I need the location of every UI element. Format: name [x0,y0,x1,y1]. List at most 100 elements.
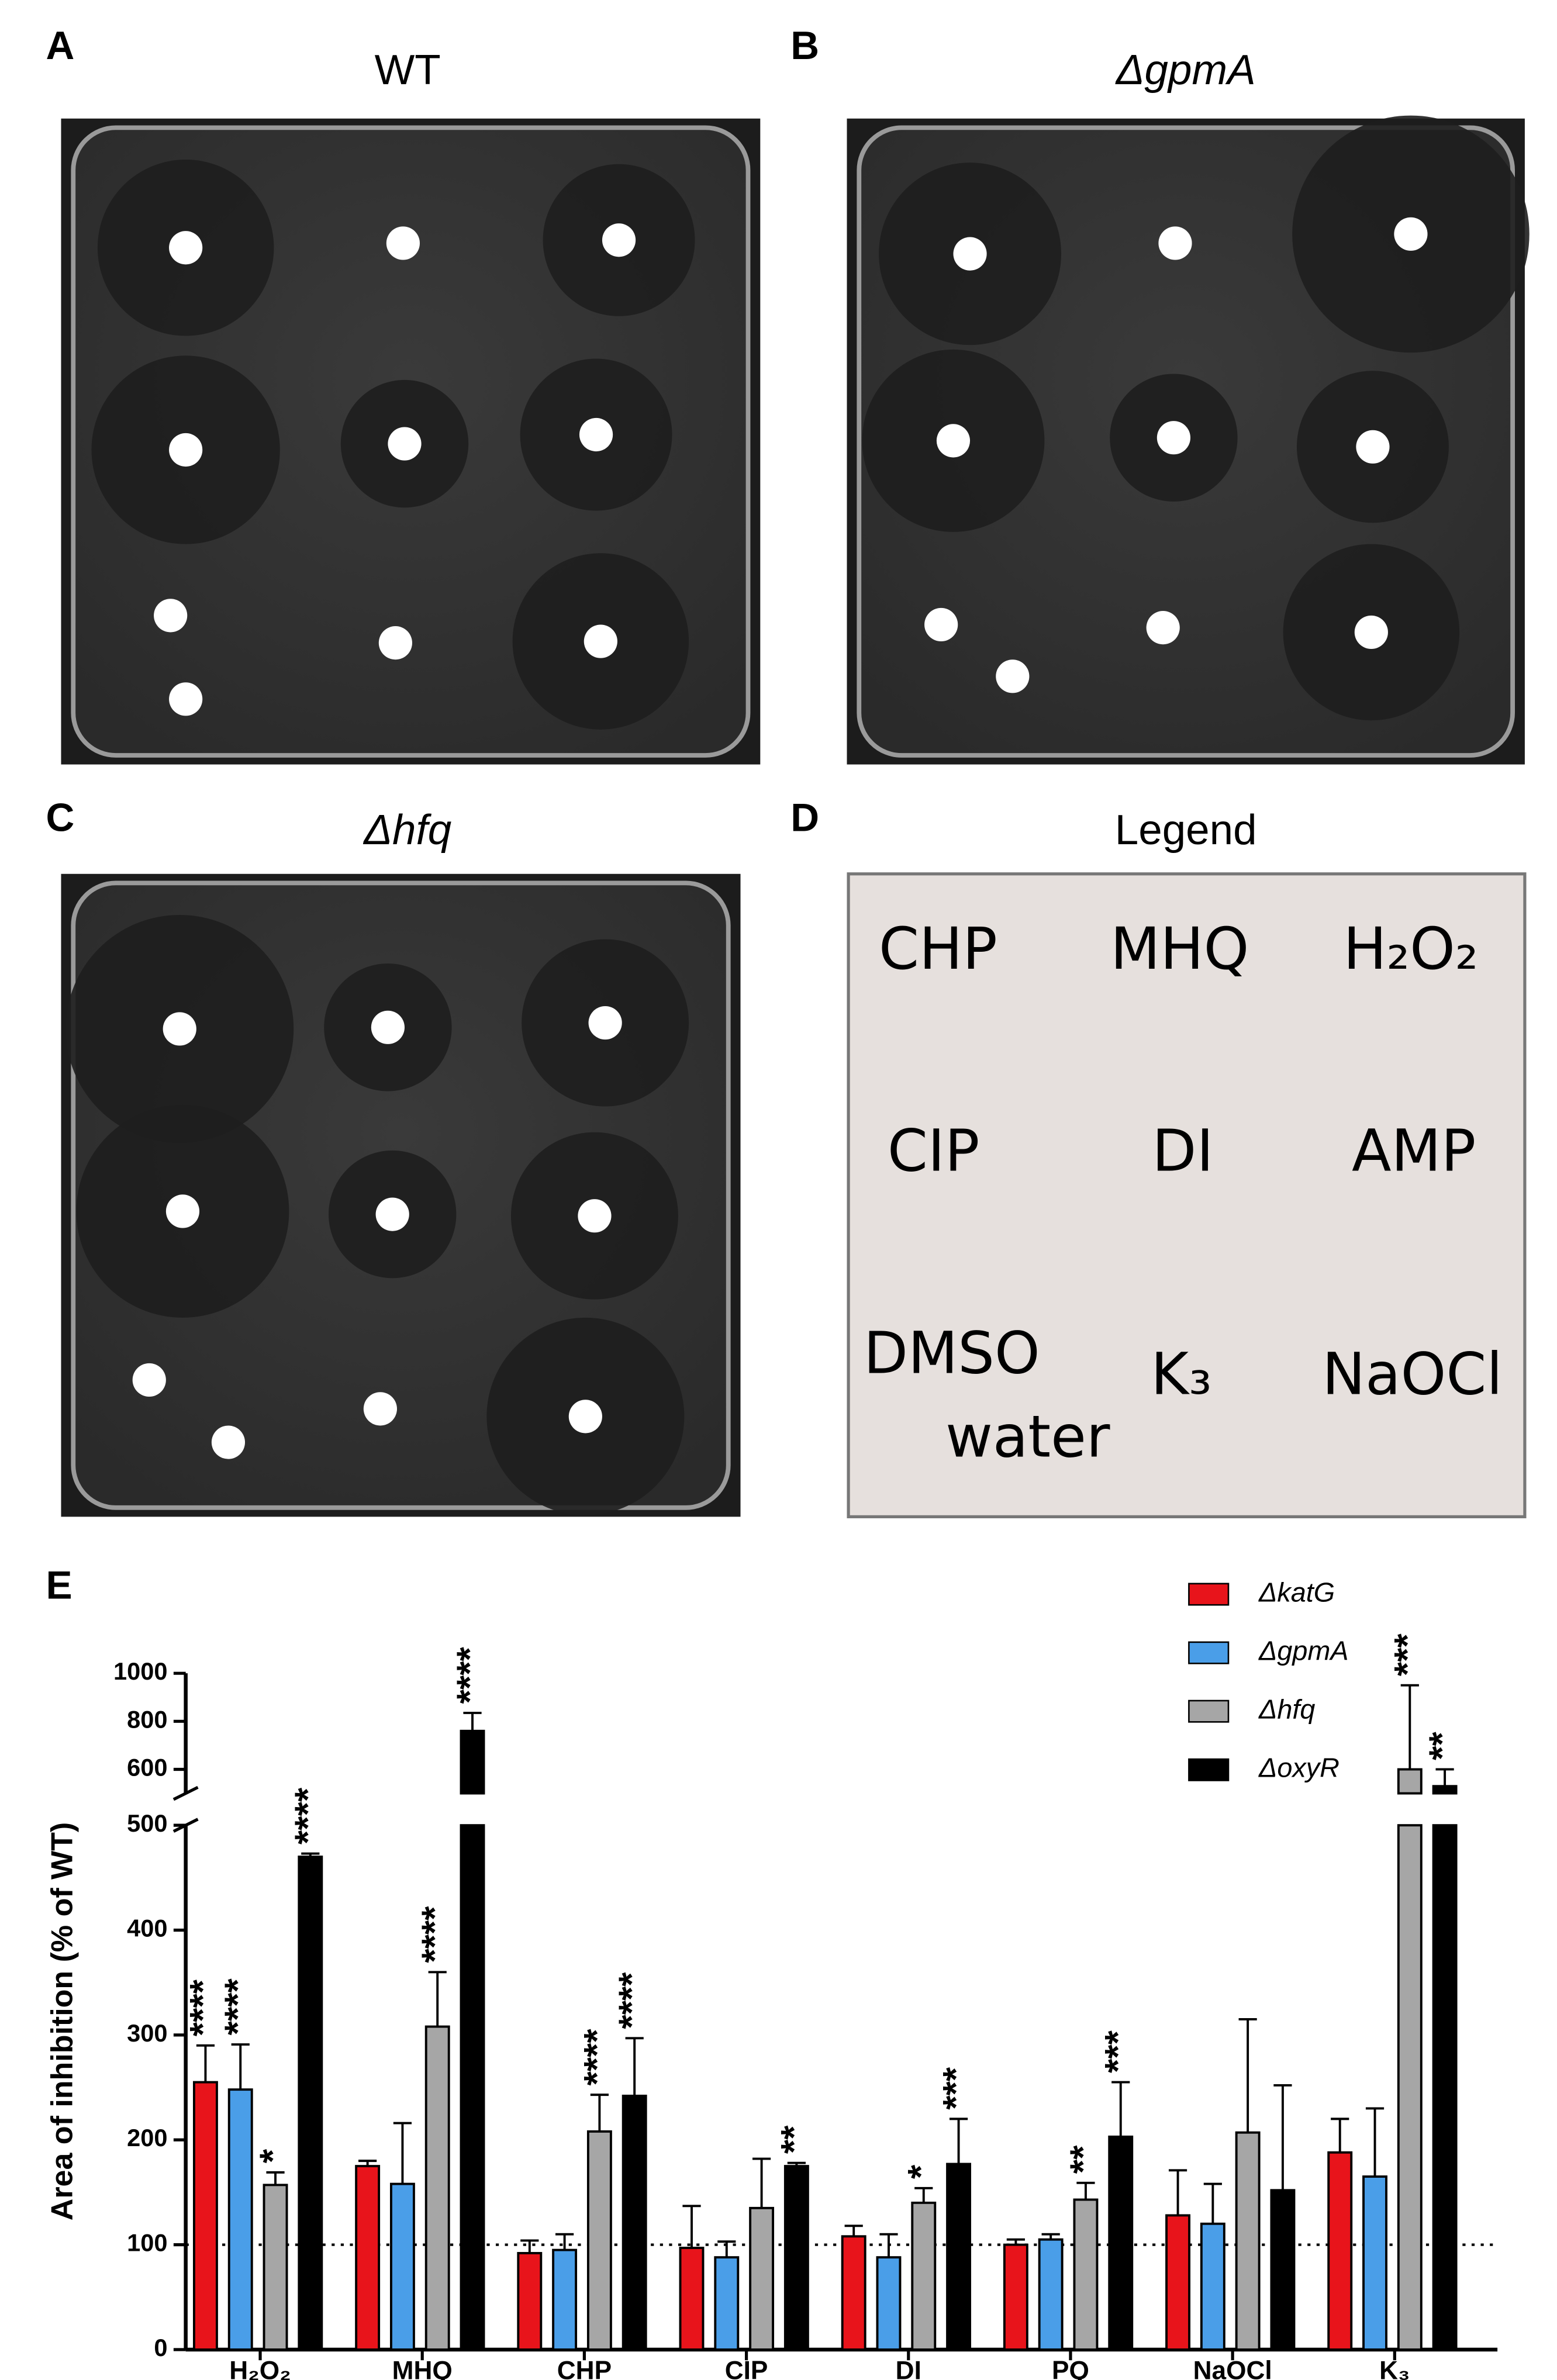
plate-label: MHQ [1110,916,1249,983]
y-tick-label: 1000 [113,1657,167,1685]
disk [1146,611,1180,645]
legend-swatch [1188,1758,1230,1781]
significance-label: ** [1423,1732,1463,1760]
plate-label: DMSO [864,1319,1040,1387]
disk [386,226,420,260]
bar [586,2130,612,2351]
panel-title: Legend [1115,806,1257,854]
bar [622,2094,647,2351]
x-tick-label: CHP [557,2357,612,2380]
bar [946,2163,972,2351]
plate-label: CIP [888,1118,980,1185]
significance-label: **** [612,1972,653,2029]
y-tick-label: 500 [127,1809,167,1837]
significance-label: * [901,2164,941,2179]
disk [584,624,617,658]
bar [1432,1824,1458,2351]
plates [61,115,1530,1517]
disk [1356,430,1390,464]
disk [953,237,987,271]
legend-swatch [1188,1641,1230,1664]
disk [936,424,971,458]
bar [227,2088,253,2351]
bar [1038,2238,1064,2351]
bar [1073,2198,1099,2351]
disk [169,433,203,467]
disk [1394,217,1428,251]
plate-label: water [945,1403,1110,1470]
significance-label: **** [288,1787,328,1844]
x-tick-label: DI [896,2357,921,2380]
disk [579,417,613,452]
legend-swatch [1188,1583,1230,1606]
panel-letter: A [46,24,74,68]
panel-title: Δhfq [363,806,451,854]
panel-letter: B [790,24,819,68]
x-tick-label: CIP [725,2357,768,2380]
disk [924,607,958,642]
panel-title: ΔgpmA [1115,46,1256,94]
disk [1156,421,1190,455]
bar [749,2206,775,2351]
bar [1165,2214,1190,2351]
significance-label: ** [774,2125,814,2154]
x-tick-label: NaOCl [1193,2357,1272,2380]
disk [211,1425,246,1459]
significance-label: *** [1098,2030,1138,2073]
plate-label: DI [1152,1118,1213,1185]
disk [169,682,203,716]
y-tick-label: 100 [127,2229,167,2257]
bar [876,2256,902,2351]
bar [679,2247,705,2351]
bar [1270,2189,1296,2351]
disk [588,1006,622,1040]
y-tick-label: 0 [154,2334,167,2361]
disk [1158,226,1192,260]
bar [1397,1824,1423,2351]
bar [424,2025,450,2351]
y-axis-label: Area of inhibition (% of WT) [45,1822,79,2220]
panel-letter: E [46,1563,72,1607]
significance-label: **** [183,1979,223,2036]
bar [1327,2151,1353,2351]
bar [355,2165,381,2351]
y-tick-label: 600 [127,1753,167,1781]
disk [375,1197,409,1231]
plate-label: H₂O₂ [1343,916,1478,983]
bar [263,2184,288,2351]
bar [911,2201,937,2351]
disk [602,223,636,257]
plate-label: NaOCl [1322,1341,1503,1408]
disk [371,1010,405,1044]
significance-label: **** [450,1647,490,1704]
bar [1432,1785,1458,1795]
bar [783,2165,809,2351]
legend-label: ΔoxyR [1258,1753,1339,1783]
bar [389,2182,415,2351]
legend-box [847,872,1527,1519]
bar [1200,2222,1225,2351]
bar [1108,2135,1134,2351]
disk [568,1400,602,1433]
disk [165,1194,200,1228]
axis-break [172,1785,199,1801]
significance-label: **** [577,2029,617,2086]
disk [388,427,422,461]
legend-label: ΔgpmA [1258,1635,1349,1666]
plate-label: CHP [879,916,997,983]
bar [841,2235,866,2351]
bar [517,2252,543,2351]
bar [460,1729,485,1795]
significance-label: **** [415,1906,455,1963]
y-tick-label: 400 [127,1914,167,1942]
significance-label: **** [218,1978,258,2036]
significance-label: *** [1387,1633,1428,1677]
plate-label: K₃ [1151,1341,1211,1408]
panel-letter: D [790,796,819,840]
bar [1003,2243,1028,2351]
disk [996,659,1030,693]
disk [169,231,203,265]
bar [1235,2131,1261,2351]
